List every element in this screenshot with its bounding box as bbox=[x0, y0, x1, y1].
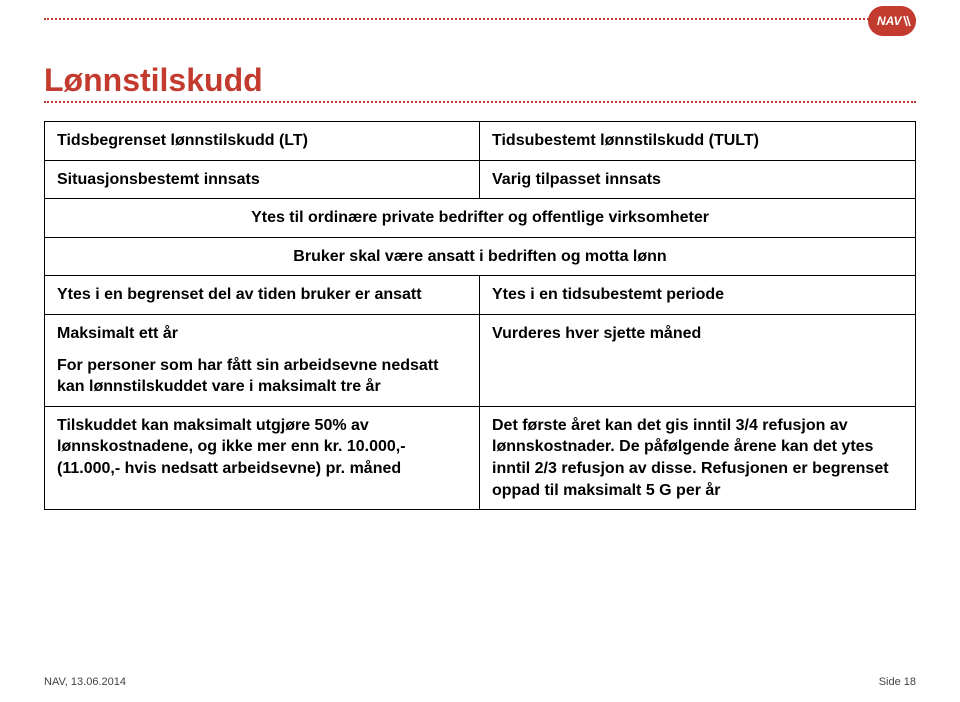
row-maksimalt-left-p1: Maksimalt ett år bbox=[57, 323, 467, 345]
col-header-right: Tidsubestemt lønnstilskudd (TULT) bbox=[480, 122, 915, 161]
top-divider bbox=[44, 18, 916, 20]
footer: NAV, 13.06.2014 Side 18 bbox=[44, 676, 916, 688]
page-title: Lønnstilskudd bbox=[44, 62, 916, 99]
slide-page: NAV Lønnstilskudd Tidsbegrenset lønnstil… bbox=[0, 0, 960, 702]
row-bruker-ansatt: Bruker skal være ansatt i bedriften og m… bbox=[45, 238, 915, 277]
row-maksimalt-left: Maksimalt ett år For personer som har få… bbox=[45, 315, 480, 407]
footer-left: NAV, 13.06.2014 bbox=[44, 676, 126, 688]
row-begrenset-left: Ytes i en begrenset del av tiden bruker … bbox=[45, 276, 480, 315]
svg-text:NAV: NAV bbox=[877, 14, 902, 28]
row-situasjon-right: Varig tilpasset innsats bbox=[480, 161, 915, 200]
row-maksimalt-right: Vurderes hver sjette måned bbox=[480, 315, 915, 407]
row-begrenset-right: Ytes i en tidsubestemt periode bbox=[480, 276, 915, 315]
row-tilskudd-right: Det første året kan det gis inntil 3/4 r… bbox=[480, 407, 915, 510]
nav-logo-svg: NAV bbox=[872, 12, 912, 30]
row-ytes-bedrifter: Ytes til ordinære private bedrifter og o… bbox=[45, 199, 915, 238]
footer-right: Side 18 bbox=[879, 676, 916, 688]
nav-logo: NAV bbox=[868, 6, 916, 36]
row-situasjon-left: Situasjonsbestemt innsats bbox=[45, 161, 480, 200]
col-header-left: Tidsbegrenset lønnstilskudd (LT) bbox=[45, 122, 480, 161]
row-tilskudd-left: Tilskuddet kan maksimalt utgjøre 50% av … bbox=[45, 407, 480, 510]
row-maksimalt-left-p2: For personer som har fått sin arbeidsevn… bbox=[57, 355, 467, 398]
comparison-table: Tidsbegrenset lønnstilskudd (LT) Tidsube… bbox=[44, 121, 916, 510]
title-underline bbox=[44, 101, 916, 103]
